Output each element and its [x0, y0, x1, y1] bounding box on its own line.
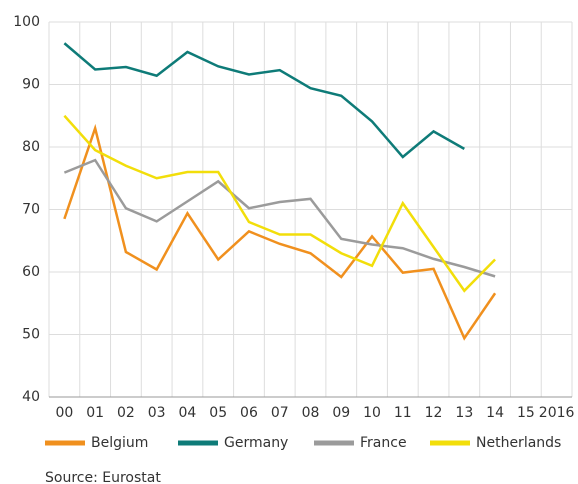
series-line [63, 114, 496, 293]
x-tick-label: 04 [179, 405, 197, 421]
y-tick-label: 80 [22, 139, 40, 155]
x-tick-label: 02 [117, 405, 135, 421]
x-tick-label: 01 [86, 405, 104, 421]
x-tick-label: 07 [271, 405, 289, 421]
x-tick-label: 15 [517, 405, 535, 421]
legend-label: Belgium [91, 435, 148, 451]
x-tick-label: 03 [148, 405, 166, 421]
y-tick-label: 60 [22, 264, 40, 280]
legend-label: France [360, 435, 407, 451]
x-tick-label: 14 [486, 405, 504, 421]
series-line [63, 158, 496, 278]
y-tick-label: 100 [13, 14, 40, 30]
x-tick-label: 10 [363, 405, 381, 421]
x-tick-label: 05 [209, 405, 227, 421]
y-tick-label: 70 [22, 202, 40, 218]
x-tick-label: 09 [332, 405, 350, 421]
y-tick-label: 40 [22, 389, 40, 405]
x-tick-label: 11 [394, 405, 412, 421]
y-tick-label: 50 [22, 327, 40, 343]
x-tick-label: 08 [302, 405, 320, 421]
x-tick-label: 2016 [539, 405, 575, 421]
source: Source: Eurostat [45, 470, 161, 484]
legend-label: Germany [224, 435, 288, 451]
x-tick-label: 13 [455, 405, 473, 421]
x-tick-label: 00 [55, 405, 73, 421]
y-tick-label: 90 [22, 77, 40, 93]
series-line [63, 123, 497, 341]
x-tick-label: 06 [240, 405, 258, 421]
x-tick-label: 12 [425, 405, 443, 421]
legend-label: Netherlands [476, 435, 561, 451]
series-line [63, 42, 465, 159]
